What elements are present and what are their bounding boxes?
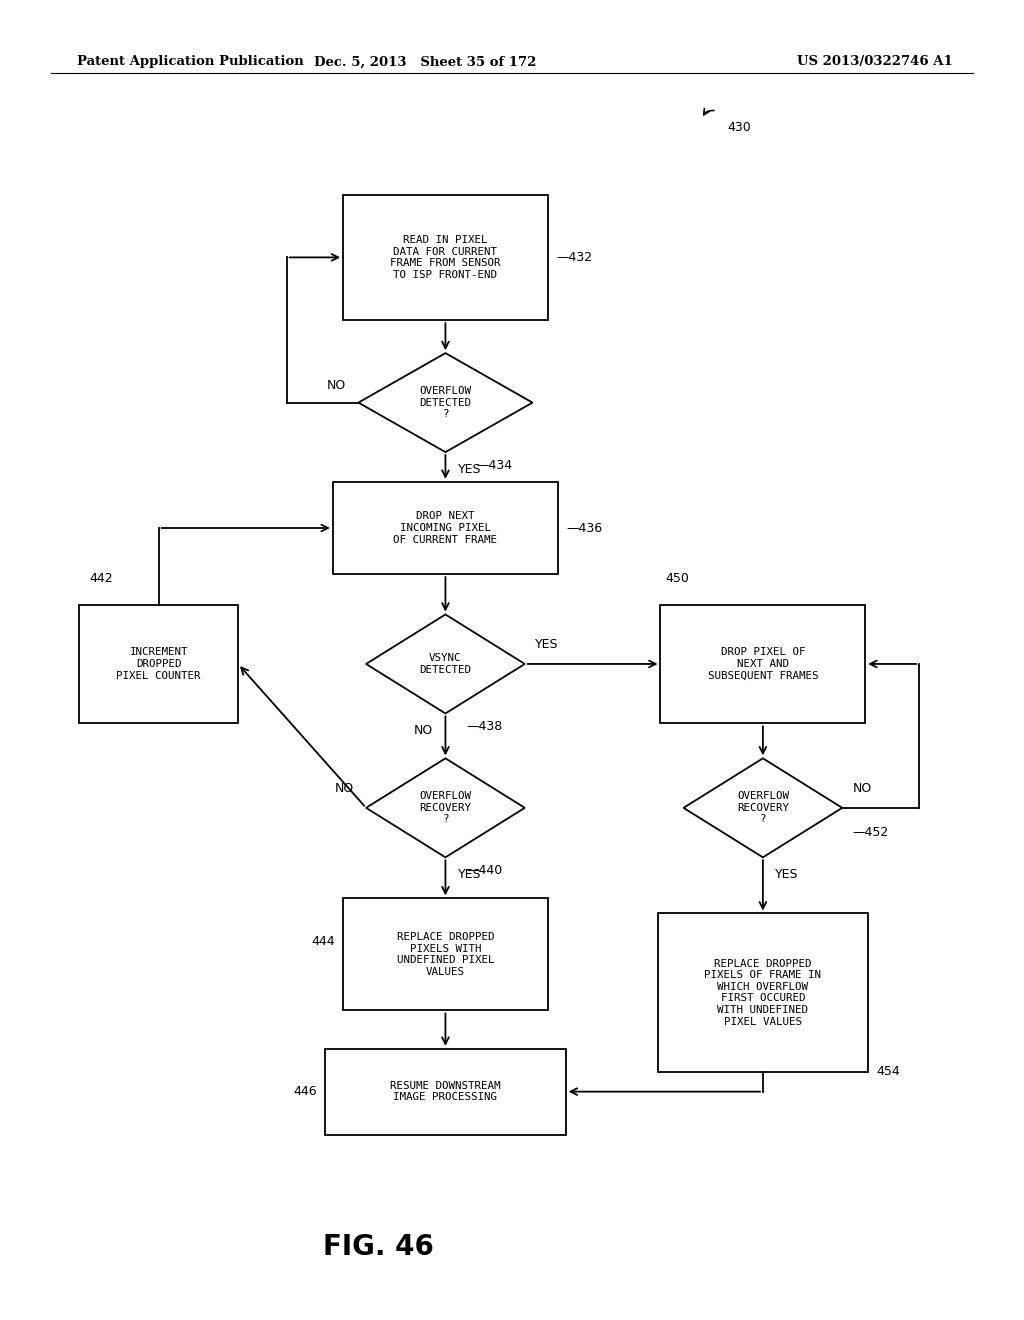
Text: 450: 450 (666, 572, 689, 585)
Text: OVERFLOW
DETECTED
?: OVERFLOW DETECTED ? (420, 385, 471, 420)
Text: —432: —432 (556, 251, 592, 264)
Bar (343, 898, 548, 1011)
Text: OVERFLOW
RECOVERY
?: OVERFLOW RECOVERY ? (420, 791, 471, 825)
Bar (657, 913, 867, 1072)
Bar (660, 605, 865, 723)
Text: NO: NO (852, 781, 871, 795)
Text: DROP NEXT
INCOMING PIXEL
OF CURRENT FRAME: DROP NEXT INCOMING PIXEL OF CURRENT FRAM… (393, 511, 498, 545)
Text: US 2013/0322746 A1: US 2013/0322746 A1 (797, 55, 952, 69)
Text: RESUME DOWNSTREAM
IMAGE PROCESSING: RESUME DOWNSTREAM IMAGE PROCESSING (390, 1081, 501, 1102)
Text: NO: NO (327, 379, 346, 392)
Text: —438: —438 (466, 721, 502, 733)
Text: —434: —434 (476, 459, 512, 471)
Polygon shape (367, 758, 524, 858)
Text: OVERFLOW
RECOVERY
?: OVERFLOW RECOVERY ? (737, 791, 788, 825)
Text: READ IN PIXEL
DATA FOR CURRENT
FRAME FROM SENSOR
TO ISP FRONT-END: READ IN PIXEL DATA FOR CURRENT FRAME FRO… (390, 235, 501, 280)
Text: Patent Application Publication: Patent Application Publication (77, 55, 303, 69)
Polygon shape (367, 615, 524, 713)
Text: DROP PIXEL OF
NEXT AND
SUBSEQUENT FRAMES: DROP PIXEL OF NEXT AND SUBSEQUENT FRAMES (708, 647, 818, 681)
Text: YES: YES (775, 869, 799, 880)
Text: 444: 444 (311, 935, 335, 948)
Bar (333, 482, 558, 574)
Text: INCREMENT
DROPPED
PIXEL COUNTER: INCREMENT DROPPED PIXEL COUNTER (117, 647, 201, 681)
Text: VSYNC
DETECTED: VSYNC DETECTED (420, 653, 471, 675)
Polygon shape (684, 758, 842, 858)
Polygon shape (358, 354, 532, 451)
Text: —440: —440 (466, 863, 502, 876)
Text: 442: 442 (90, 572, 114, 585)
Text: —452: —452 (852, 826, 889, 840)
Text: YES: YES (535, 638, 558, 651)
Text: YES: YES (458, 869, 481, 880)
Bar (80, 605, 238, 723)
Text: NO: NO (414, 723, 433, 737)
Text: 446: 446 (293, 1085, 317, 1098)
Bar (326, 1048, 565, 1135)
Text: REPLACE DROPPED
PIXELS OF FRAME IN
WHICH OVERFLOW
FIRST OCCURED
WITH UNDEFINED
P: REPLACE DROPPED PIXELS OF FRAME IN WHICH… (705, 958, 821, 1027)
Text: REPLACE DROPPED
PIXELS WITH
UNDEFINED PIXEL
VALUES: REPLACE DROPPED PIXELS WITH UNDEFINED PI… (396, 932, 495, 977)
Text: FIG. 46: FIG. 46 (324, 1233, 434, 1262)
Text: 454: 454 (877, 1065, 900, 1078)
Bar (343, 195, 548, 319)
Text: YES: YES (458, 463, 481, 475)
Text: NO: NO (335, 781, 354, 795)
Text: Dec. 5, 2013   Sheet 35 of 172: Dec. 5, 2013 Sheet 35 of 172 (313, 55, 537, 69)
Text: 430: 430 (727, 121, 751, 135)
Text: —436: —436 (566, 521, 602, 535)
